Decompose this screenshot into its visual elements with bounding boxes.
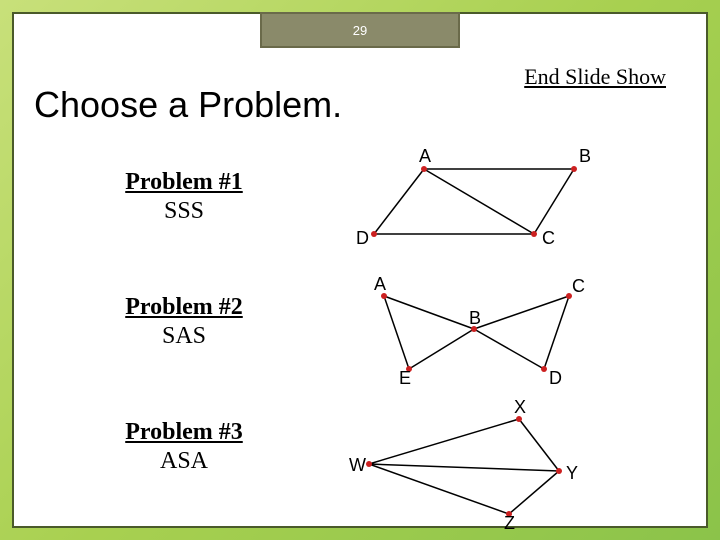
- svg-text:Z: Z: [504, 513, 515, 533]
- diagram-2: ABCDE: [344, 284, 604, 394]
- diagram-2-svg: ABCDE: [344, 284, 604, 394]
- svg-text:X: X: [514, 397, 526, 417]
- page-number-box: 29: [260, 12, 460, 48]
- svg-text:D: D: [549, 368, 562, 388]
- svg-text:E: E: [399, 368, 411, 388]
- problem-1-block: Problem #1 SSS: [94, 169, 274, 225]
- svg-text:B: B: [469, 308, 481, 328]
- problem-2-block: Problem #2 SAS: [94, 294, 274, 350]
- problem-3-link[interactable]: Problem #3: [94, 419, 274, 446]
- problem-2-link[interactable]: Problem #2: [94, 294, 274, 321]
- svg-text:C: C: [572, 276, 585, 296]
- problem-1-link[interactable]: Problem #1: [94, 169, 274, 196]
- problem-1-label: SSS: [94, 198, 274, 225]
- svg-text:A: A: [374, 274, 386, 294]
- diagram-3: WXYZ: [344, 409, 604, 529]
- diagram-1: ABCD: [344, 154, 604, 264]
- slide-frame: 29 End Slide Show Choose a Problem. Prob…: [12, 12, 708, 528]
- svg-text:D: D: [356, 228, 369, 248]
- diagram-1-svg: ABCD: [344, 154, 604, 264]
- svg-text:Y: Y: [566, 463, 578, 483]
- problem-3-label: ASA: [94, 448, 274, 475]
- diagram-3-svg: WXYZ: [344, 409, 604, 529]
- problem-3-block: Problem #3 ASA: [94, 419, 274, 475]
- svg-text:W: W: [349, 455, 366, 475]
- page-number: 29: [353, 23, 367, 38]
- svg-text:C: C: [542, 228, 555, 248]
- svg-text:B: B: [579, 146, 591, 166]
- problem-2-label: SAS: [94, 323, 274, 350]
- end-slideshow-label: End Slide Show: [524, 64, 666, 89]
- page-title: Choose a Problem.: [34, 84, 342, 126]
- svg-text:A: A: [419, 146, 431, 166]
- end-slideshow-link[interactable]: End Slide Show: [524, 64, 666, 90]
